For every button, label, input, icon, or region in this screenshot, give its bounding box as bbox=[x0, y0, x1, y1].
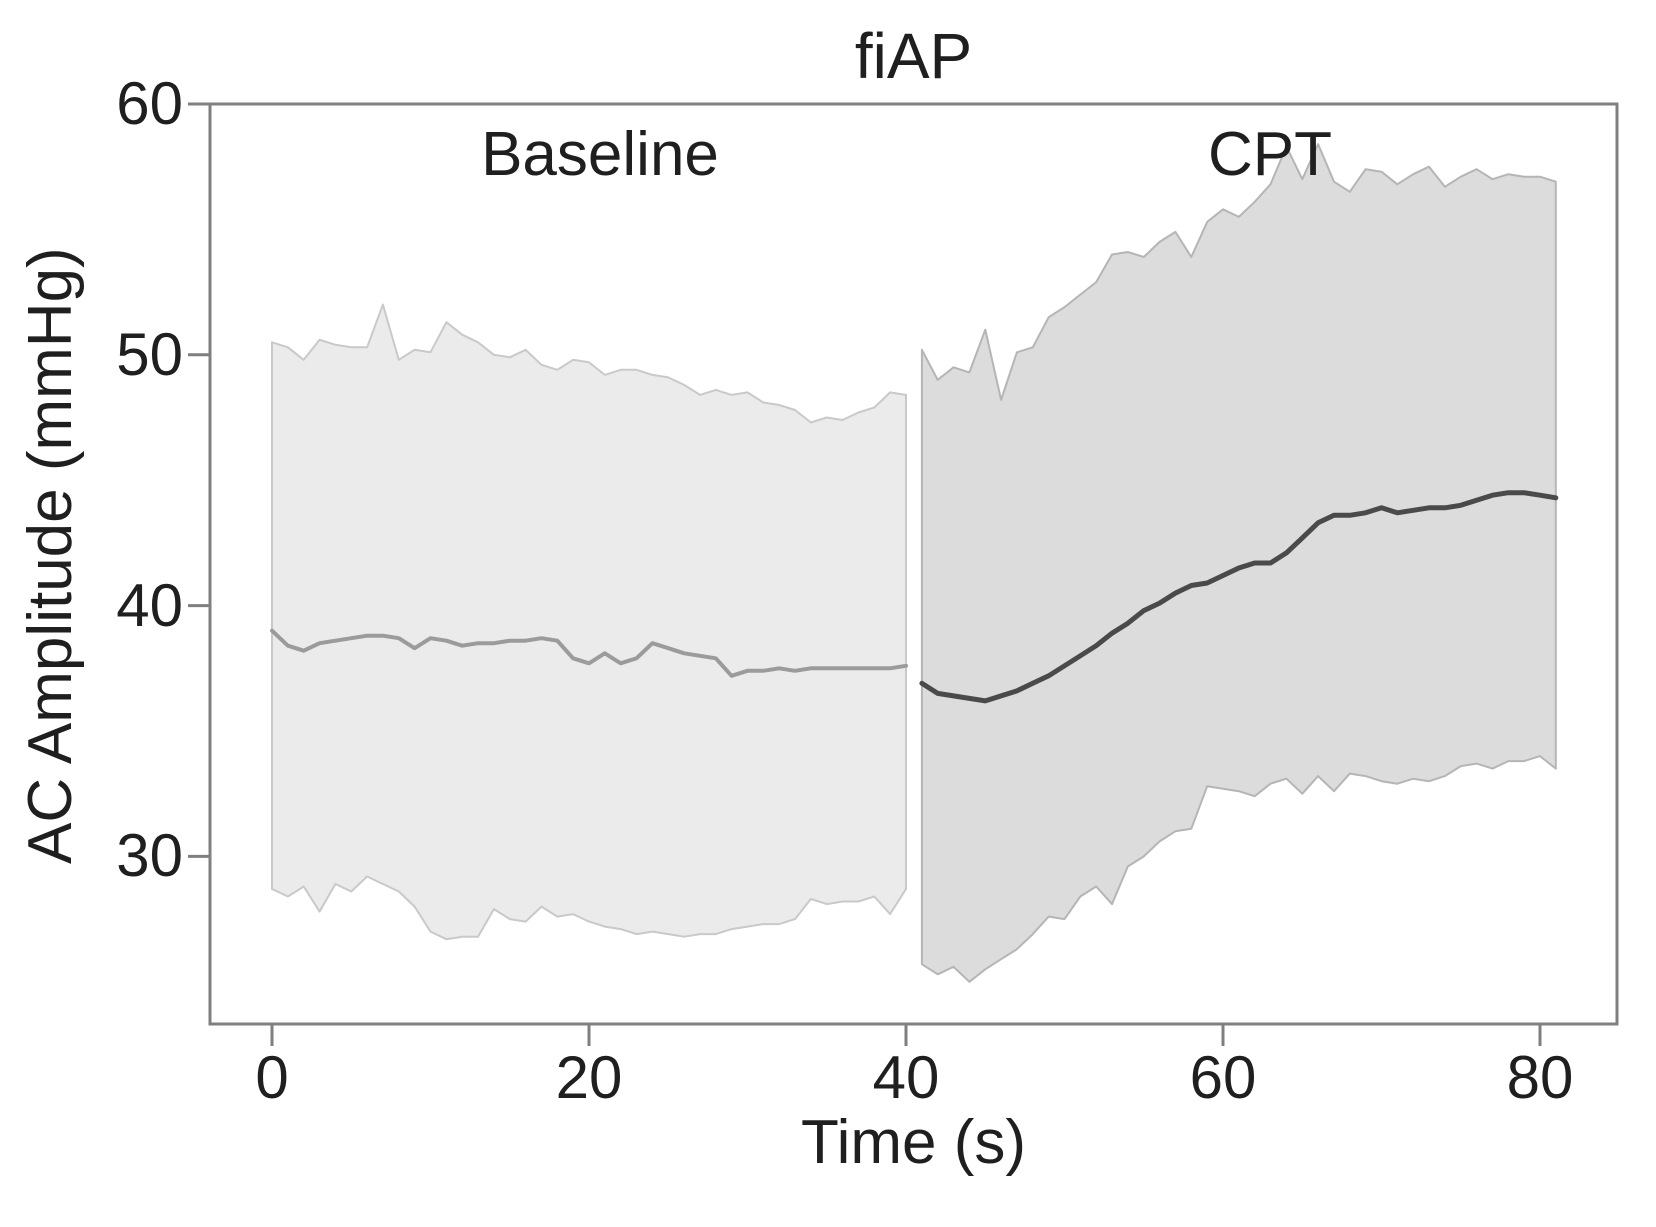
y-tick-label: 40 bbox=[116, 571, 183, 639]
annotation-cpt: CPT bbox=[1208, 120, 1332, 189]
annotation-baseline: Baseline bbox=[481, 120, 719, 189]
x-axis-ticks bbox=[270, 1024, 1542, 1046]
x-tick-label: 0 bbox=[255, 1044, 289, 1111]
cpt-mean-line bbox=[919, 490, 1559, 704]
x-tick-label: 20 bbox=[555, 1044, 623, 1111]
y-axis-ticks bbox=[188, 102, 210, 858]
baseline-band-area bbox=[271, 303, 907, 941]
plot-border bbox=[208, 102, 1619, 1026]
x-axis-label: Time (s) bbox=[801, 1108, 1026, 1177]
x-tick-label: 80 bbox=[1506, 1044, 1574, 1111]
cpt-band-area bbox=[920, 143, 1557, 983]
baseline-mean-line bbox=[270, 628, 908, 678]
y-tick-label: 50 bbox=[116, 320, 183, 388]
y-tick-label: 60 bbox=[116, 70, 183, 137]
chart-title: fiAP bbox=[854, 20, 973, 92]
x-tick-label: 60 bbox=[1189, 1044, 1257, 1111]
y-tick-label: 30 bbox=[116, 822, 183, 890]
x-tick-label: 40 bbox=[872, 1044, 940, 1111]
